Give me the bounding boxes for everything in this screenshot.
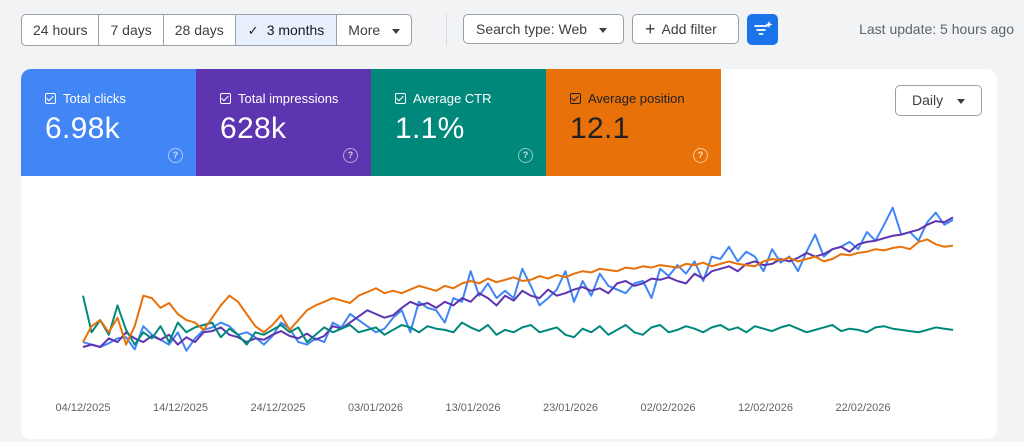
help-icon[interactable]: ? [343,148,358,163]
add-filter-button[interactable]: + Add filter [632,14,739,44]
toolbar-divider [446,14,447,46]
x-tick-label: 02/02/2026 [640,402,695,414]
search-type-label: Search type: Web [476,21,588,37]
metric-value: 1.1% [395,112,465,145]
help-icon[interactable]: ? [168,148,183,163]
checkbox-icon[interactable] [45,93,56,104]
date-range-selector: 24 hours 7 days 28 days ✓ 3 months More [21,14,413,46]
x-tick-label: 22/02/2026 [835,402,890,414]
plus-icon: + [645,19,656,39]
range-more-label: More [348,22,381,38]
x-tick-label: 03/01/2026 [348,402,403,414]
checkbox-icon[interactable] [570,93,581,104]
help-icon[interactable]: ? [693,148,708,163]
granularity-label: Daily [912,92,944,108]
checkbox-icon[interactable] [395,93,406,104]
chevron-down-icon [957,98,966,104]
metric-average-ctr[interactable]: Average CTR 1.1% ? [371,69,546,176]
series-line-average-ctr [82,295,954,346]
metric-label: Average position [588,91,685,106]
metric-label: Average CTR [413,91,492,106]
x-tick-label: 04/12/2025 [55,402,110,414]
metric-label: Total impressions [238,91,339,106]
metric-total-clicks[interactable]: Total clicks 6.98k ? [21,69,196,176]
x-tick-label: 12/02/2026 [738,402,793,414]
range-28-days[interactable]: 28 days [164,15,236,45]
x-tick-label: 23/01/2026 [543,402,598,414]
add-filter-label: Add filter [661,21,717,37]
series-line-average-position [82,238,954,346]
filter-settings-button[interactable] [747,14,778,45]
metric-average-position[interactable]: Average position 12.1 ? [546,69,721,176]
metric-total-impressions[interactable]: Total impressions 628k ? [196,69,371,176]
help-icon[interactable]: ? [518,148,533,163]
filter-sparkle-icon [754,21,773,35]
range-3-months[interactable]: ✓ 3 months [235,15,338,45]
x-tick-label: 13/01/2026 [445,402,500,414]
series-line-total-impressions [82,216,954,348]
search-type-dropdown[interactable]: Search type: Web [463,14,624,44]
metric-value: 628k [220,112,287,145]
granularity-dropdown[interactable]: Daily [895,85,982,116]
checkbox-icon[interactable] [220,93,231,104]
performance-card: Total clicks 6.98k ? Total impressions 6… [21,69,997,439]
toolbar: 24 hours 7 days 28 days ✓ 3 months More S… [0,0,1024,60]
range-7-days[interactable]: 7 days [99,15,164,45]
check-icon: ✓ [247,23,259,38]
x-tick-label: 14/12/2025 [153,402,208,414]
performance-chart: 04/12/2025 14/12/2025 24/12/2025 03/01/2026… [55,206,954,414]
last-update-text: Last update: 5 hours ago [859,21,1014,37]
range-3-months-label: 3 months [266,22,325,38]
metric-label: Total clicks [63,91,126,106]
chevron-down-icon [392,28,401,34]
metric-value: 6.98k [45,112,120,145]
series-line-total-clicks [82,206,954,352]
range-24-hours[interactable]: 24 hours [22,15,100,45]
metric-value: 12.1 [570,112,630,145]
chevron-down-icon [599,27,608,33]
range-more[interactable]: More [337,15,411,45]
x-tick-label: 24/12/2025 [250,402,305,414]
